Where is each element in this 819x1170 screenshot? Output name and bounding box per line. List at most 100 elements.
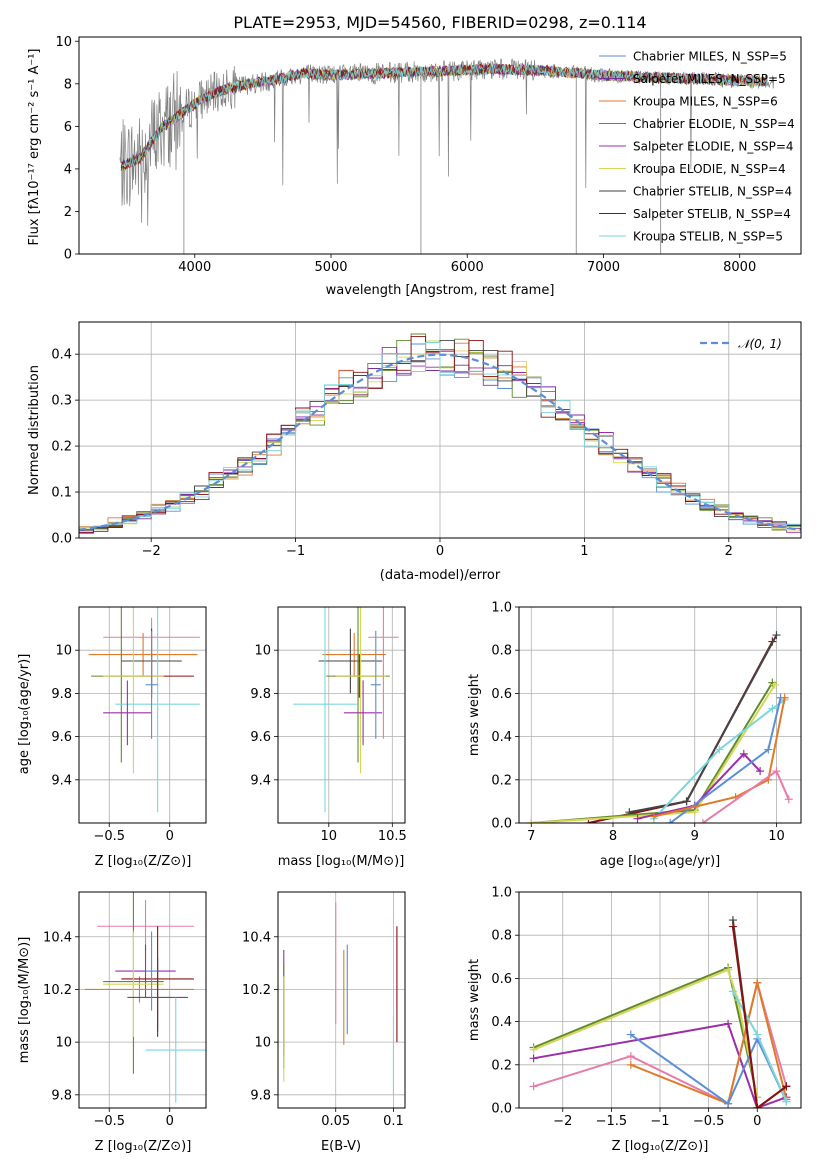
- residuals-xlabel: (data-model)/error: [380, 568, 501, 583]
- wAge-point-marker: [770, 680, 779, 689]
- wZ-point-marker: [626, 1060, 635, 1069]
- ageM-xlabel: mass [log₁₀(M/M⊙)]: [278, 854, 405, 869]
- wZ-xtick-label: −1.5: [596, 1114, 628, 1129]
- ageM-ytick-label: 9.8: [250, 687, 271, 702]
- figure-title: PLATE=2953, MJD=54560, FIBERID=0298, z=0…: [233, 13, 646, 32]
- wZ-point-marker: [529, 1082, 538, 1091]
- spectrum-xtick-label: 6000: [451, 260, 484, 275]
- ageM-ytick-label: 10: [254, 644, 271, 659]
- ageZ-xtick-label: 0: [166, 829, 174, 844]
- spectrum-ytick-label: 6: [64, 120, 72, 135]
- wZ-ytick-label: 0.8: [491, 929, 512, 944]
- spectrum-xtick-label: 5000: [314, 260, 347, 275]
- spectrum-legend-label: Kroupa ELODIE, N_SSP=4: [633, 162, 786, 176]
- massZ-xtick-label: 0: [166, 1114, 174, 1129]
- mass-vs-ebv-panel: 0.05 0.1 9.8 10 10.2 10.4: [242, 891, 406, 1129]
- spectrum-ytick-label: 10: [55, 35, 72, 50]
- wAge-point-marker: [527, 819, 536, 823]
- massE-ytick-label: 10.4: [242, 930, 271, 945]
- wAge-frame: [518, 606, 802, 824]
- residuals-ytick-label: 0.3: [51, 394, 72, 409]
- wAge-point-marker: [633, 814, 642, 823]
- wAge-ytick-label: 0.6: [491, 687, 512, 702]
- wAge-point-marker: [768, 704, 777, 713]
- residuals-ylabel: Normed distribution: [27, 365, 42, 495]
- ageZ-ytick-label: 10: [55, 644, 72, 659]
- massE-xlabel: E(B-V): [321, 1139, 361, 1154]
- wZ-xtick-label: −1: [650, 1114, 669, 1129]
- ageZ-ytick-label: 9.6: [51, 730, 72, 745]
- wAge-point-marker: [780, 693, 789, 702]
- wAge-ylabel: mass weight: [467, 674, 482, 756]
- massZ-xtick-label: −0.5: [93, 1114, 125, 1129]
- massE-frame: [277, 891, 406, 1109]
- massZ-xlabel: Z [log₁₀(Z/Z⊙)]: [95, 1139, 192, 1154]
- massZ-frame: [78, 891, 207, 1109]
- wZ-series-line: [533, 1022, 787, 1108]
- spectrum-legend-label: Salpeter STELIB, N_SSP=4: [633, 207, 791, 221]
- wAge-point-marker: [649, 812, 658, 821]
- wAge-point-marker: [715, 745, 724, 754]
- wZ-ytick-label: 0.2: [491, 1058, 512, 1073]
- wZ-point-marker: [728, 987, 737, 996]
- residuals-xtick-label: 0: [436, 544, 444, 559]
- ageZ-xlabel: Z [log₁₀(Z/Z⊙)]: [95, 854, 192, 869]
- massE-ytick-label: 9.8: [250, 1088, 271, 1103]
- massE-xtick-label: 0.1: [383, 1114, 404, 1129]
- residuals-ytick-label: 0.0: [51, 532, 72, 547]
- wAge-point-marker: [698, 819, 707, 823]
- wZ-ylabel: mass weight: [467, 959, 482, 1041]
- spectrum-ytick-label: 8: [64, 77, 72, 92]
- wZ-series-line: [630, 982, 788, 1106]
- residuals-xtick-label: 1: [580, 544, 588, 559]
- ageZ-ytick-label: 9.8: [51, 687, 72, 702]
- residuals-panel: −2 −1 0 1 2 0.0 0.1 0.2 0.3 0.4 𝒩(0, 1): [51, 321, 802, 559]
- wAge-ytick-label: 1.0: [491, 601, 512, 616]
- ageM-xtick-label: 10.5: [378, 829, 407, 844]
- wZ-point-marker: [626, 1052, 635, 1061]
- wZ-ytick-label: 0.6: [491, 972, 512, 987]
- spectrum-legend-label: Kroupa STELIB, N_SSP=5: [633, 230, 783, 244]
- spectrum-legend-label: Chabrier MILES, N_SSP=5: [633, 50, 787, 64]
- spectrum-ytick-label: 2: [64, 205, 72, 220]
- wZ-xtick-label: −2: [553, 1114, 572, 1129]
- wZ-frame: [518, 891, 802, 1109]
- mass-vs-metallicity-panel: −0.5 0 9.8 10 10.2 10.4: [43, 891, 207, 1129]
- spectrum-xtick-label: 8000: [723, 260, 756, 275]
- massZ-ytick-label: 9.8: [51, 1088, 72, 1103]
- wZ-point-marker: [724, 965, 733, 974]
- spectrum-legend-label: Chabrier ELODIE, N_SSP=4: [633, 117, 795, 131]
- spectrum-xlabel: wavelength [Angstrom, rest frame]: [326, 283, 555, 298]
- spectrum-ytick-label: 0: [64, 248, 72, 263]
- wZ-point-marker: [753, 1030, 762, 1039]
- wAge-ytick-label: 0.2: [491, 773, 512, 788]
- spectrum-legend-label: Kroupa MILES, N_SSP=6: [633, 95, 778, 109]
- massE-ytick-label: 10.2: [242, 983, 271, 998]
- age-vs-mass-panel: 10 10.5 9.4 9.6 9.8 10: [250, 606, 407, 844]
- ageZ-frame: [78, 606, 207, 824]
- wZ-point-marker: [753, 1093, 762, 1102]
- wAge-point-marker: [666, 819, 675, 823]
- spectrum-ylabel: Flux [fλ10⁻¹⁷ erg cm⁻² s⁻¹ A⁻¹]: [27, 49, 42, 246]
- wZ-point-marker: [724, 1099, 733, 1108]
- residuals-ytick-label: 0.4: [51, 348, 72, 363]
- wAge-point-marker: [772, 767, 781, 776]
- residuals-frame: [78, 321, 802, 539]
- ageM-xtick-label: 10: [321, 829, 338, 844]
- spectrum-model-line: [120, 63, 768, 168]
- wAge-xtick-label: 8: [609, 829, 617, 844]
- wZ-point-marker: [753, 978, 762, 987]
- wAge-point-marker: [584, 819, 593, 823]
- spectrum-xtick-label: 7000: [587, 260, 620, 275]
- residuals-ytick-label: 0.2: [51, 440, 72, 455]
- wZ-point-marker: [782, 1082, 791, 1091]
- ageZ-ylabel: age [log₁₀(age/yr)]: [17, 654, 32, 775]
- massZ-ylabel: mass [log₁₀(M/M⊙)]: [17, 937, 32, 1064]
- ageM-ytick-label: 9.6: [250, 730, 271, 745]
- spectrum-ytick-label: 4: [64, 162, 72, 177]
- wAge-point-marker: [739, 749, 748, 758]
- residuals-xtick-label: −2: [142, 544, 161, 559]
- ageZ-ytick-label: 9.4: [51, 773, 72, 788]
- wZ-point-marker: [724, 1019, 733, 1028]
